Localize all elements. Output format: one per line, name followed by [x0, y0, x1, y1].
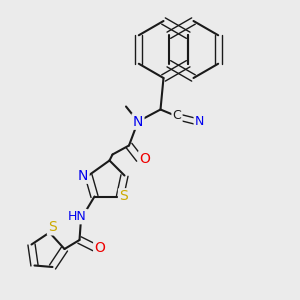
Text: C: C: [172, 109, 182, 122]
Text: HN: HN: [68, 210, 87, 223]
Text: O: O: [140, 152, 150, 166]
Text: N: N: [78, 169, 88, 182]
Text: O: O: [94, 241, 105, 254]
Text: N: N: [133, 115, 143, 128]
Text: N: N: [195, 115, 204, 128]
Text: S: S: [119, 190, 128, 203]
Text: S: S: [48, 220, 57, 234]
